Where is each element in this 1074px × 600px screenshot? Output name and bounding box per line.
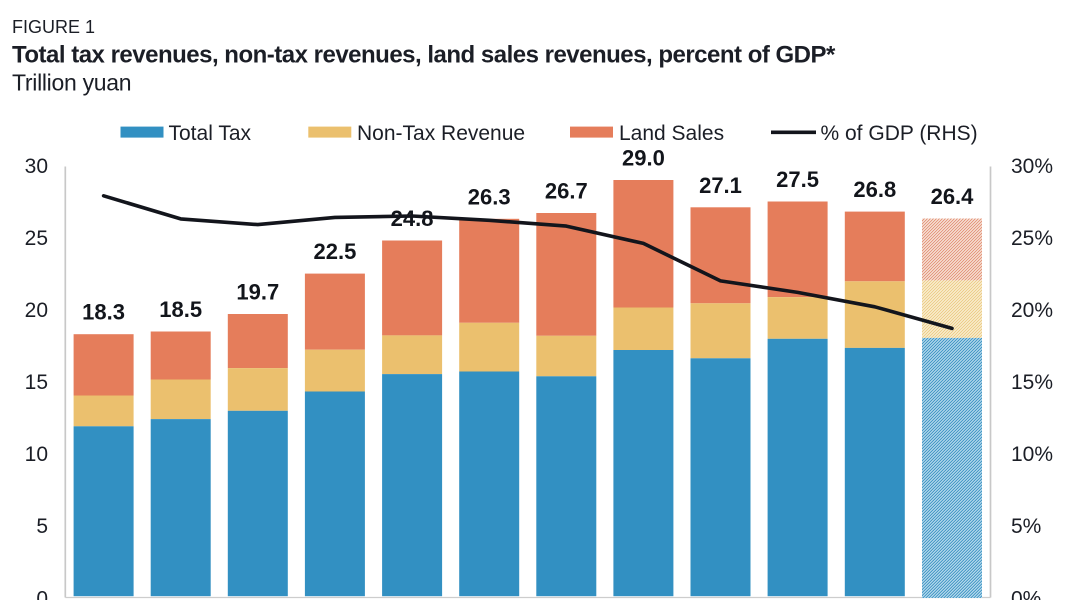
- svg-text:5: 5: [36, 515, 48, 538]
- svg-text:18.5: 18.5: [159, 297, 202, 322]
- svg-text:19.7: 19.7: [236, 280, 279, 305]
- svg-text:15%: 15%: [1011, 371, 1053, 394]
- svg-text:0%: 0%: [1011, 587, 1041, 600]
- svg-text:30%: 30%: [1011, 155, 1053, 178]
- svg-text:25%: 25%: [1011, 227, 1053, 250]
- svg-text:25: 25: [25, 227, 48, 250]
- svg-text:Trillion yuan: Trillion yuan: [12, 70, 131, 96]
- svg-text:% of GDP (RHS): % of GDP (RHS): [821, 122, 978, 145]
- svg-text:30: 30: [25, 155, 48, 178]
- svg-text:27.5: 27.5: [776, 167, 819, 192]
- svg-text:10%: 10%: [1011, 443, 1053, 466]
- svg-text:20: 20: [25, 299, 48, 322]
- svg-text:0: 0: [36, 587, 48, 600]
- svg-text:26.3: 26.3: [468, 184, 511, 209]
- svg-text:10: 10: [25, 443, 48, 466]
- svg-text:5%: 5%: [1011, 515, 1041, 538]
- svg-text:Land Sales: Land Sales: [619, 122, 724, 145]
- svg-text:29.0: 29.0: [622, 146, 665, 171]
- svg-text:26.8: 26.8: [853, 177, 896, 202]
- svg-text:FIGURE 1: FIGURE 1: [12, 17, 95, 37]
- svg-text:20%: 20%: [1011, 299, 1053, 322]
- svg-text:22.5: 22.5: [313, 239, 356, 264]
- svg-text:15: 15: [25, 371, 48, 394]
- svg-text:26.4: 26.4: [931, 184, 975, 209]
- svg-text:Total tax revenues, non-tax re: Total tax revenues, non-tax revenues, la…: [12, 42, 836, 69]
- svg-text:27.1: 27.1: [699, 173, 742, 198]
- svg-text:Total Tax: Total Tax: [169, 122, 252, 145]
- svg-text:18.3: 18.3: [82, 300, 125, 325]
- svg-text:26.7: 26.7: [545, 179, 588, 204]
- svg-text:Non-Tax Revenue: Non-Tax Revenue: [357, 122, 525, 145]
